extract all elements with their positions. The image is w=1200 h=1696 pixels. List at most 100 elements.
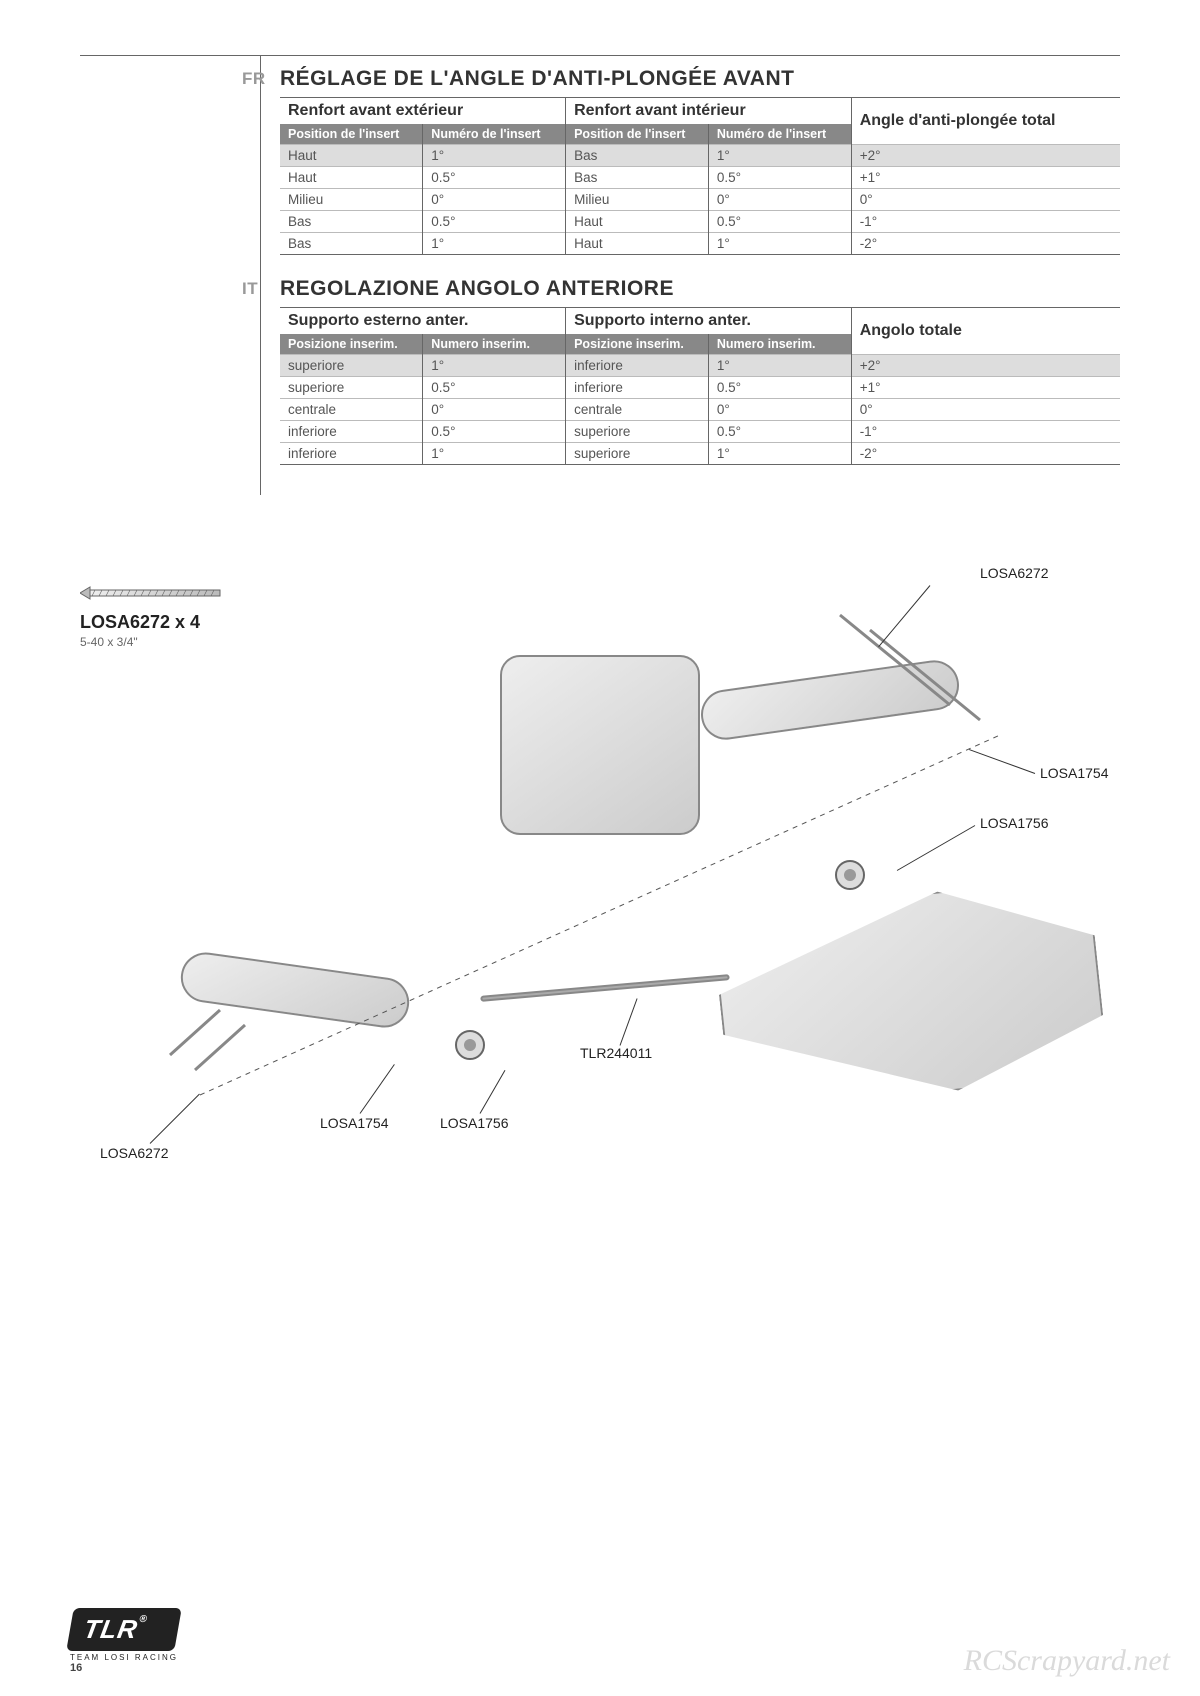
hinge-pin xyxy=(480,974,730,1002)
cell: +1° xyxy=(851,377,1120,399)
col-group: Supporto interno anter. xyxy=(566,308,852,335)
cell: 1° xyxy=(423,145,566,167)
cell: -1° xyxy=(851,211,1120,233)
cell: centrale xyxy=(280,399,423,421)
leader-line xyxy=(878,585,930,647)
cell: 0.5° xyxy=(708,421,851,443)
table-row: centrale0°centrale0°0° xyxy=(280,399,1120,421)
part-label: LOSA1756 xyxy=(980,815,1049,831)
bushing-icon xyxy=(830,855,870,895)
logo-subtitle: TEAM LOSI RACING xyxy=(70,1653,178,1662)
cell: centrale xyxy=(566,399,709,421)
cell: 1° xyxy=(423,233,566,255)
col-sub: Position de l'insert xyxy=(280,124,423,145)
col-sub: Numero inserim. xyxy=(708,334,851,355)
cell: superiore xyxy=(566,421,709,443)
cell: Haut xyxy=(280,167,423,189)
cell: Milieu xyxy=(280,189,423,211)
cell: inferiore xyxy=(566,377,709,399)
a-arm xyxy=(711,876,1110,1115)
cell: 0.5° xyxy=(708,167,851,189)
table-row: Bas0.5°Haut0.5°-1° xyxy=(280,211,1120,233)
page-container: FRRÉGLAGE DE L'ANGLE D'ANTI-PLONGÉE AVAN… xyxy=(80,55,1120,1636)
brace-left xyxy=(178,949,413,1031)
section-fr: FRRÉGLAGE DE L'ANGLE D'ANTI-PLONGÉE AVAN… xyxy=(280,67,1120,255)
cell: 1° xyxy=(423,355,566,377)
part-label: LOSA6272 xyxy=(980,565,1049,581)
anti-dive-table: Supporto esterno anter.Supporto interno … xyxy=(280,307,1120,465)
exploded-diagram: LOSA6272 LOSA1754 LOSA1756 TLR244011 LOSA175… xyxy=(80,555,1120,1205)
cell: superiore xyxy=(566,443,709,465)
page-number: 16 xyxy=(70,1662,82,1674)
cell: 0° xyxy=(708,399,851,421)
cell: 0.5° xyxy=(423,167,566,189)
col-group: Angolo totale xyxy=(851,308,1120,355)
content: FRRÉGLAGE DE L'ANGLE D'ANTI-PLONGÉE AVAN… xyxy=(280,67,1120,487)
cell: superiore xyxy=(280,377,423,399)
cell: 0° xyxy=(423,399,566,421)
cell: superiore xyxy=(280,355,423,377)
col-group: Renfort avant extérieur xyxy=(280,98,566,125)
leader-line xyxy=(480,1070,506,1114)
cell: Bas xyxy=(566,167,709,189)
leader-line xyxy=(620,998,638,1045)
part-label: LOSA1754 xyxy=(1040,765,1109,781)
cell: inferiore xyxy=(566,355,709,377)
logo-text: TLR xyxy=(81,1614,140,1644)
brace-right xyxy=(698,657,962,743)
trademark-icon: ® xyxy=(138,1614,148,1625)
cell: -2° xyxy=(851,233,1120,255)
table-row: Haut0.5°Bas0.5°+1° xyxy=(280,167,1120,189)
part-label: LOSA1756 xyxy=(440,1115,509,1131)
cell: 1° xyxy=(708,233,851,255)
cell: 0.5° xyxy=(423,377,566,399)
lang-tag: IT xyxy=(242,279,258,299)
cell: Haut xyxy=(280,145,423,167)
cell: 1° xyxy=(708,355,851,377)
part-label: LOSA1754 xyxy=(320,1115,389,1131)
cell: +2° xyxy=(851,355,1120,377)
col-sub: Numero inserim. xyxy=(423,334,566,355)
cell: 1° xyxy=(423,443,566,465)
cell: 0.5° xyxy=(708,211,851,233)
part-label: TLR244011 xyxy=(580,1045,652,1061)
col-group: Angle d'anti-plongée total xyxy=(851,98,1120,145)
cell: 0.5° xyxy=(423,421,566,443)
cell: Bas xyxy=(280,233,423,255)
cell: 0° xyxy=(851,399,1120,421)
table-row: inferiore0.5°superiore0.5°-1° xyxy=(280,421,1120,443)
cell: 0.5° xyxy=(708,377,851,399)
col-group: Renfort avant intérieur xyxy=(566,98,852,125)
cell: 0° xyxy=(423,189,566,211)
part-label: LOSA6272 xyxy=(100,1145,169,1161)
leader-line xyxy=(969,749,1035,774)
section-it: ITREGOLAZIONE ANGOLO ANTERIORESupporto e… xyxy=(280,277,1120,465)
cell: 0° xyxy=(708,189,851,211)
col-group: Supporto esterno anter. xyxy=(280,308,566,335)
assembly-axis xyxy=(80,555,1120,1205)
col-sub: Numéro de l'insert xyxy=(708,124,851,145)
col-sub: Position de l'insert xyxy=(566,124,709,145)
leader-line xyxy=(150,1094,200,1144)
table-row: Haut1°Bas1°+2° xyxy=(280,145,1120,167)
cell: +1° xyxy=(851,167,1120,189)
cell: 1° xyxy=(708,443,851,465)
cell: 1° xyxy=(708,145,851,167)
anti-dive-table: Renfort avant extérieurRenfort avant int… xyxy=(280,97,1120,255)
table-row: superiore1°inferiore1°+2° xyxy=(280,355,1120,377)
cell: Bas xyxy=(280,211,423,233)
bushing-icon xyxy=(450,1025,490,1065)
col-sub: Numéro de l'insert xyxy=(423,124,566,145)
cell: -1° xyxy=(851,421,1120,443)
gearbox xyxy=(500,655,700,835)
cell: Milieu xyxy=(566,189,709,211)
section-title: REGOLAZIONE ANGOLO ANTERIORE xyxy=(280,277,1120,301)
cell: -2° xyxy=(851,443,1120,465)
footer: TLR® TEAM LOSI RACING xyxy=(70,1608,178,1662)
cell: Haut xyxy=(566,211,709,233)
logo: TLR® xyxy=(66,1608,182,1651)
top-rule xyxy=(80,55,1120,56)
table-row: Bas1°Haut1°-2° xyxy=(280,233,1120,255)
table-row: inferiore1°superiore1°-2° xyxy=(280,443,1120,465)
leader-line xyxy=(897,825,975,871)
